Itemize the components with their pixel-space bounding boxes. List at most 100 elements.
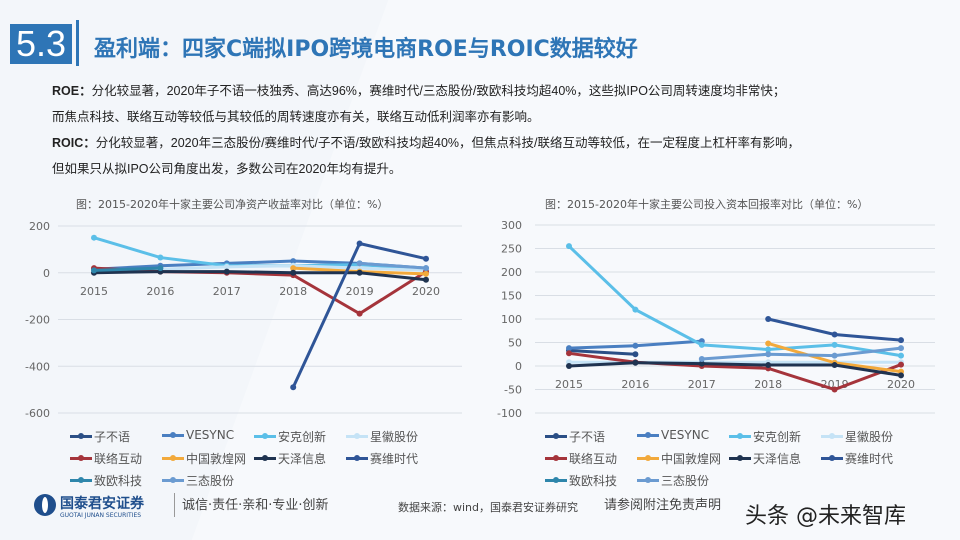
legend-item: 安克创新 — [254, 428, 326, 445]
x-tick-label: 2017 — [213, 285, 241, 298]
legend-label: 子不语 — [94, 430, 131, 444]
legend-label: 安克创新 — [278, 430, 327, 444]
data-point — [157, 265, 164, 272]
data-point — [566, 350, 572, 357]
roe-chart: 200 0 -200 -400 -600 2015 2016 2017 2018 2019 2020 — [25, 220, 462, 420]
series-line — [568, 361, 902, 377]
legend-swatch-icon — [162, 455, 184, 461]
data-point — [423, 265, 429, 272]
legend-item: 星徽股份 — [821, 428, 893, 445]
y-tick-label: 0 — [515, 360, 522, 373]
legend-swatch-icon — [729, 433, 751, 439]
y-tick-label: 100 — [501, 313, 522, 326]
legend-item: 天泽信息 — [254, 450, 326, 467]
data-point — [898, 361, 904, 368]
data-point — [423, 270, 429, 277]
legend-label: 联络互动 — [94, 452, 143, 466]
y-tick-label: -400 — [25, 360, 50, 373]
legend-item: 联络互动 — [545, 450, 617, 467]
x-tick-label: 2018 — [754, 378, 782, 391]
data-point — [356, 269, 363, 276]
legend-label: 星徽股份 — [370, 430, 419, 444]
y-tick-label: 50 — [508, 337, 522, 350]
data-point — [698, 355, 705, 362]
data-point — [632, 359, 639, 366]
legend-label: VESYNC — [661, 428, 710, 442]
data-source: 数据来源：wind，国泰君安证券研究 — [398, 501, 579, 514]
data-point — [356, 310, 363, 317]
legend-swatch-icon — [162, 431, 184, 438]
legend-swatch-icon — [729, 455, 751, 461]
legend-swatch-icon — [637, 477, 659, 483]
roe-chart-title: 图：2015-2020年十家主要公司净资产收益率对比（单位：%） — [76, 198, 389, 211]
legend-swatch-icon — [70, 455, 92, 461]
legend-swatch-icon — [637, 455, 659, 461]
data-point — [566, 243, 572, 250]
legend-swatch-icon — [254, 455, 276, 461]
data-point — [898, 352, 904, 359]
y-tick-label: 200 — [29, 220, 50, 233]
data-point — [157, 254, 164, 261]
series-line — [93, 266, 161, 272]
legend-item: 天泽信息 — [729, 450, 801, 467]
x-tick-label: 2018 — [279, 285, 307, 298]
data-point — [765, 316, 772, 322]
legend-swatch-icon — [821, 433, 843, 439]
legend-item: VESYNC — [637, 428, 709, 442]
legend-label: 天泽信息 — [278, 452, 327, 466]
legend-label: 天泽信息 — [753, 452, 802, 466]
legend-swatch-icon — [545, 433, 567, 439]
disclaimer: 请参阅附注免责声明 — [604, 498, 722, 513]
legend-swatch-icon — [346, 455, 368, 461]
roic-paragraph-line1: ROIC：分化较显著，2020年三态股份/赛维时代/子不语/致欧科技均超40%，… — [52, 136, 800, 150]
roe-paragraph-line1: ROE：分化较显著，2020年子不语一枝独秀、高达96%，赛维时代/三态股份/致… — [52, 84, 786, 98]
y-tick-label: -600 — [25, 407, 50, 420]
data-point — [898, 337, 904, 344]
series-line — [701, 346, 902, 361]
legend-label: 致欧科技 — [94, 474, 143, 488]
data-point — [290, 258, 297, 265]
data-point — [831, 362, 838, 369]
legend-swatch-icon — [821, 455, 843, 461]
legend-swatch-icon — [545, 455, 567, 461]
legend-item: 中国敦煌网 — [637, 450, 721, 467]
data-point — [898, 372, 904, 379]
watermark: 头条 @未来智库 — [745, 504, 906, 529]
x-tick-label: 2016 — [146, 285, 174, 298]
x-tick-label: 2020 — [887, 378, 915, 391]
legend-label: 联络互动 — [569, 452, 618, 466]
legend-item: 致欧科技 — [70, 472, 142, 489]
x-tick-label: 2017 — [688, 378, 716, 391]
legend-item: 三态股份 — [162, 472, 234, 489]
data-point — [423, 255, 429, 262]
data-point — [566, 363, 572, 369]
legend-item: 安克创新 — [729, 428, 801, 445]
legend-label: 赛维时代 — [370, 452, 419, 466]
legend-swatch-icon — [254, 433, 276, 439]
section-number: 5.3 — [10, 24, 72, 64]
legend-swatch-icon — [162, 477, 184, 483]
x-tick-label: 2020 — [412, 285, 440, 298]
legend-label: 三态股份 — [186, 474, 235, 488]
data-point — [566, 345, 572, 352]
brand-name-en: GUOTAI JUNAN SECURITIES — [60, 512, 142, 519]
y-tick-label: -50 — [504, 384, 522, 397]
legend-swatch-icon — [545, 477, 567, 483]
legend-item: 星徽股份 — [346, 428, 418, 445]
legend-item: 赛维时代 — [821, 450, 893, 467]
x-tick-label: 2015 — [555, 378, 583, 391]
legend-label: 中国敦煌网 — [661, 452, 722, 466]
data-point — [831, 352, 838, 359]
legend-item: 致欧科技 — [545, 472, 617, 489]
legend-swatch-icon — [70, 477, 92, 483]
y-tick-label: -200 — [25, 314, 50, 327]
y-tick-label: 0 — [43, 267, 50, 280]
roic-chart-title: 图：2015-2020年十家主要公司投入资本回报率对比（单位：%） — [545, 198, 869, 211]
legend-label: VESYNC — [186, 428, 235, 442]
legend-swatch-icon — [346, 433, 368, 439]
legend-item: VESYNC — [162, 428, 234, 442]
roic-chart: 300 250 200 150 100 50 0 -50 -100 2015 2016 2017 201… — [497, 219, 935, 420]
data-point — [765, 351, 772, 358]
data-point — [356, 260, 363, 267]
legend-item: 三态股份 — [637, 472, 709, 489]
